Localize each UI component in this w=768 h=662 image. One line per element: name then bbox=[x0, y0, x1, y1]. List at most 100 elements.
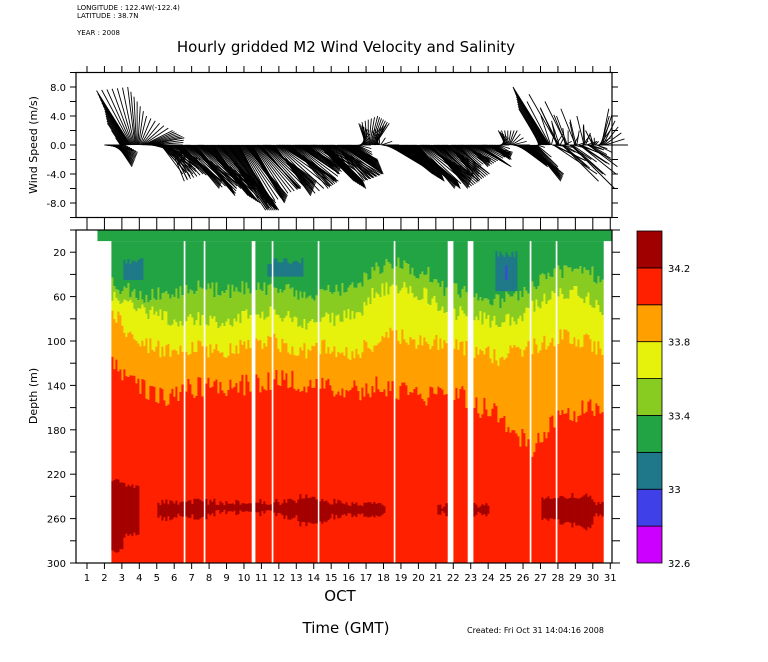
salinity-cell bbox=[571, 420, 574, 563]
salinity-cell bbox=[475, 397, 478, 563]
wind-stick bbox=[509, 130, 518, 146]
salinity-cell bbox=[255, 289, 258, 315]
salinity-cell bbox=[431, 387, 434, 563]
salinity-cell bbox=[217, 241, 220, 296]
salinity-cell bbox=[337, 314, 340, 352]
salinity-cell bbox=[589, 241, 592, 276]
salinity-cell bbox=[405, 342, 408, 386]
salinity-cell bbox=[465, 241, 468, 293]
salinity-cell bbox=[283, 379, 286, 563]
wind-stick bbox=[519, 144, 547, 165]
wind-stick bbox=[169, 144, 185, 182]
wind-stick bbox=[479, 144, 504, 159]
salinity-cell bbox=[413, 297, 416, 340]
salinity-cell bbox=[179, 345, 182, 393]
wind-stick bbox=[117, 144, 129, 160]
salinity-cell bbox=[313, 346, 316, 388]
salinity-cell-low bbox=[497, 256, 500, 292]
wind-stick bbox=[450, 144, 483, 180]
salinity-cell bbox=[125, 336, 128, 377]
salinity-cell bbox=[121, 380, 124, 563]
salinity-cell-high bbox=[229, 503, 232, 512]
salinity-cell-low bbox=[291, 262, 294, 277]
salinity-cell bbox=[173, 241, 176, 298]
salinity-cell bbox=[401, 382, 404, 563]
salinity-cell-high bbox=[291, 499, 294, 519]
salinity-cell bbox=[141, 340, 144, 380]
salinity-cell bbox=[285, 343, 288, 374]
wind-stick bbox=[449, 144, 481, 181]
salinity-cell bbox=[267, 372, 270, 563]
salinity-cell bbox=[563, 413, 566, 563]
salinity-cell bbox=[387, 262, 390, 295]
salinity-cell bbox=[353, 287, 356, 319]
wind-stick bbox=[512, 86, 550, 146]
salinity-cell bbox=[173, 349, 176, 397]
salinity-cell bbox=[193, 294, 196, 326]
salinity-cell bbox=[429, 282, 432, 306]
salinity-cell bbox=[283, 343, 286, 380]
salinity-cell bbox=[589, 275, 592, 306]
salinity-cell bbox=[423, 337, 426, 402]
salinity-cell-high bbox=[259, 498, 262, 517]
salinity-cell bbox=[541, 273, 544, 302]
salinity-cell bbox=[559, 329, 562, 415]
salinity-cell bbox=[423, 274, 426, 288]
salinity-cell bbox=[219, 326, 222, 353]
wind-stick bbox=[102, 105, 128, 146]
salinity-cell bbox=[325, 312, 328, 354]
salinity-cell bbox=[485, 347, 488, 410]
salinity-cell-high bbox=[283, 499, 286, 519]
salinity-cell bbox=[383, 337, 386, 390]
salinity-cell bbox=[303, 343, 306, 387]
salinity-cell bbox=[115, 298, 118, 323]
salinity-cell bbox=[341, 388, 344, 563]
salinity-cell bbox=[515, 324, 518, 348]
salinity-cell bbox=[243, 395, 246, 563]
salinity-cell bbox=[569, 267, 572, 290]
colorbar-swatch bbox=[636, 267, 663, 306]
salinity-cell bbox=[115, 241, 118, 290]
salinity-cell-high bbox=[123, 482, 126, 538]
wind-stick bbox=[241, 144, 279, 200]
wind-stick bbox=[140, 120, 156, 146]
salinity-cell bbox=[167, 241, 170, 294]
colorbar-swatch bbox=[636, 525, 663, 564]
wind-stick bbox=[605, 138, 625, 146]
salinity-cell-low bbox=[267, 264, 270, 277]
salinity-cell bbox=[229, 343, 232, 380]
salinity-cell bbox=[175, 288, 178, 323]
salinity-cell-high bbox=[191, 504, 194, 515]
salinity-cell bbox=[325, 380, 328, 563]
salinity-cell-high bbox=[481, 504, 484, 516]
salinity-cell bbox=[495, 406, 498, 563]
salinity-cell bbox=[473, 357, 476, 409]
salinity-cell bbox=[337, 291, 340, 315]
salinity-cell bbox=[337, 351, 340, 392]
salinity-cell bbox=[385, 396, 388, 563]
salinity-cell bbox=[287, 311, 290, 353]
salinity-cell-high bbox=[121, 482, 124, 550]
wind-stick bbox=[571, 144, 606, 176]
salinity-cell bbox=[357, 312, 360, 355]
salinity-cell bbox=[205, 383, 208, 563]
wind-stick bbox=[105, 113, 126, 146]
salinity-cell bbox=[307, 296, 310, 323]
salinity-cell bbox=[305, 241, 308, 299]
salinity-cell bbox=[549, 241, 552, 277]
salinity-cell bbox=[485, 298, 488, 319]
salinity-cell bbox=[187, 293, 190, 317]
salinity-cell bbox=[403, 339, 406, 383]
salinity-cell-high bbox=[115, 478, 118, 553]
salinity-cell bbox=[541, 241, 544, 274]
salinity-cell bbox=[235, 287, 238, 322]
salinity-cell bbox=[425, 288, 428, 342]
salinity-cell-high bbox=[135, 485, 138, 536]
salinity-cell bbox=[419, 274, 422, 301]
salinity-cell bbox=[571, 271, 574, 291]
salinity-cell bbox=[487, 416, 490, 563]
wind-stick bbox=[319, 144, 359, 184]
salinity-cell bbox=[591, 266, 594, 308]
salinity-cell bbox=[199, 287, 202, 326]
salinity-cell bbox=[259, 339, 262, 393]
